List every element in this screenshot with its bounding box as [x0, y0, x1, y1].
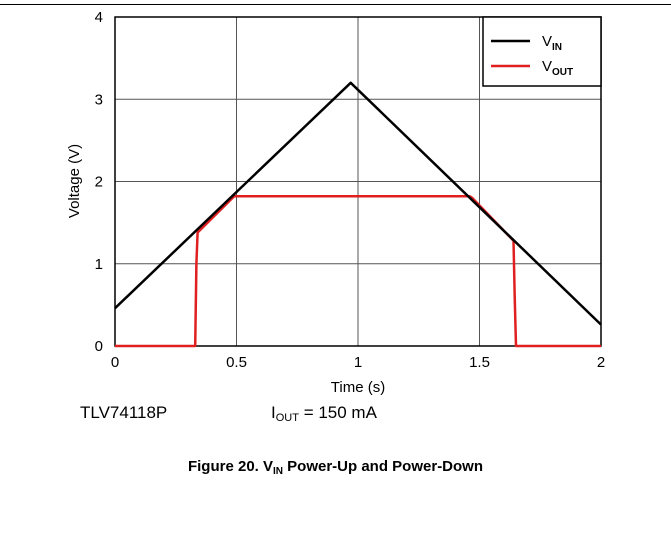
y-axis-label: Voltage (V)	[66, 144, 83, 218]
x-tick-label: 1	[354, 354, 362, 371]
tick-labels: 0 0.5 1 1.5 2 0 1 2 3 4	[95, 9, 606, 371]
x-tick-label: 0.5	[226, 354, 247, 371]
condition-main: I	[271, 403, 276, 422]
device-label: TLV74118P	[80, 403, 168, 422]
series-layer	[114, 81, 602, 348]
top-rule	[0, 4, 671, 5]
y-tick-label: 4	[95, 9, 103, 26]
condition-sub: OUT	[275, 412, 299, 424]
legend: VIN VOUT	[482, 16, 602, 87]
condition-rest: = 150 mA	[298, 403, 377, 422]
x-tick-label: 2	[597, 354, 605, 371]
caption-sub: IN	[273, 466, 283, 477]
figure-caption: Figure 20. VIN Power-Up and Power-Down	[0, 458, 671, 477]
y-tick-label: 0	[95, 338, 103, 355]
series-line-vout	[115, 195, 601, 348]
legend-box	[482, 16, 602, 87]
caption-prefix: Figure 20. V	[187, 458, 273, 475]
y-tick-label: 2	[95, 174, 103, 191]
series-line-vin	[114, 81, 602, 326]
voltage-time-chart: 0 0.5 1 1.5 2 0 1 2 3 4 Time (s) Voltage (V) VIN …	[66, 9, 606, 396]
x-tick-label: 0	[111, 354, 119, 371]
test-condition-label: IOUT = 150 mA	[271, 403, 377, 424]
chart-grid	[114, 16, 602, 347]
legend-label-vout: VOUT	[542, 58, 573, 78]
caption-suffix: Power-Up and Power-Down	[283, 458, 484, 475]
y-tick-label: 3	[95, 91, 103, 108]
x-tick-label: 1.5	[469, 354, 490, 371]
x-axis-label: Time (s)	[331, 379, 385, 396]
legend-label-vin: VIN	[542, 33, 562, 53]
y-tick-label: 1	[95, 256, 103, 273]
plot-frame	[114, 16, 602, 347]
